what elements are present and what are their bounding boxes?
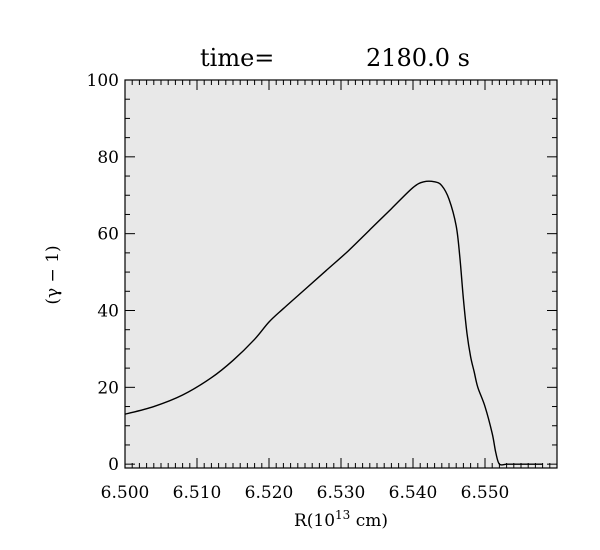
x-tick-label: 6.530 [317, 483, 366, 503]
x-tick-label: 6.500 [101, 483, 150, 503]
y-tick-label: 80 [97, 148, 119, 168]
series-line [124, 180, 543, 466]
x-tick-label: 6.540 [389, 483, 438, 503]
y-tick-label: 60 [97, 225, 119, 245]
x-axis-label-base: R(10 [294, 511, 335, 531]
plot-area [124, 79, 558, 469]
x-axis-label-unit: cm) [350, 511, 388, 531]
x-axis-label-exponent: 13 [335, 508, 350, 522]
y-tick-label: 100 [87, 71, 119, 91]
axis-ticks [124, 79, 557, 468]
y-tick-labels: 0 20 40 60 80 100 [87, 71, 119, 475]
y-tick-label: 40 [97, 301, 119, 321]
x-tick-label: 6.550 [461, 483, 510, 503]
x-tick-labels: 6.500 6.510 6.520 6.530 6.540 6.550 [101, 483, 510, 503]
x-tick-label: 6.520 [245, 483, 294, 503]
x-tick-label: 6.510 [173, 483, 222, 503]
chart-title-value: 2180.0 s [366, 44, 470, 72]
chart-title-prefix: time= [200, 44, 274, 72]
x-axis-label: R(1013 cm) [294, 508, 388, 531]
y-tick-label: 0 [108, 455, 119, 475]
y-tick-label: 20 [97, 378, 119, 398]
y-axis-label: (γ − 1) [43, 245, 63, 304]
